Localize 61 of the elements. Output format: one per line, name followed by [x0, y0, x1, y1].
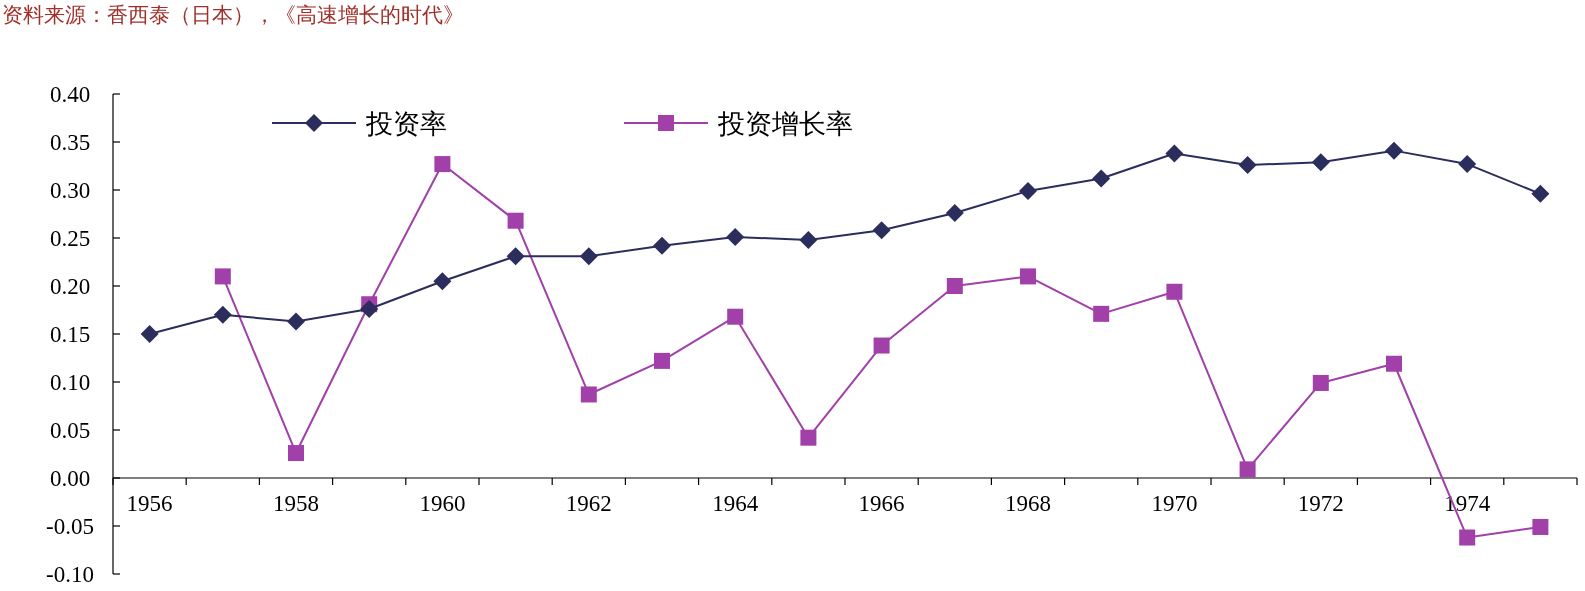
y-tick-label: 0.40 — [49, 82, 91, 107]
text: 资料来源：香西泰（日本），《高速增长的时代》 — [2, 3, 464, 27]
point — [1531, 184, 1550, 203]
point — [1385, 141, 1403, 160]
x-tick-label: 1964 — [712, 491, 759, 516]
point — [1458, 155, 1477, 174]
point — [1239, 461, 1256, 478]
point — [1092, 169, 1111, 188]
point — [727, 308, 744, 325]
point — [580, 386, 597, 403]
x-tick-label: 1966 — [858, 491, 905, 516]
y-tick-label: -0.10 — [46, 562, 94, 587]
y-tick-label: -0.05 — [46, 514, 94, 539]
point — [434, 156, 451, 173]
point — [1459, 529, 1476, 546]
y-tick-label: 0.25 — [49, 226, 91, 251]
point — [579, 247, 598, 266]
point — [654, 352, 670, 369]
point — [800, 429, 817, 446]
point — [433, 272, 452, 291]
point — [1311, 153, 1330, 172]
point — [287, 312, 305, 331]
x-tick-label: 1968 — [1005, 491, 1051, 516]
x-tick-label: 1958 — [273, 491, 319, 516]
point — [873, 337, 890, 354]
point — [872, 221, 891, 240]
point — [140, 325, 159, 343]
x-tick-label: 1956 — [126, 491, 173, 516]
point — [1532, 518, 1549, 535]
point — [1019, 181, 1037, 200]
point — [1386, 355, 1402, 372]
y-tick-label: 0.15 — [49, 322, 91, 347]
x-tick-label: 1972 — [1297, 491, 1344, 516]
point — [653, 236, 671, 255]
point — [946, 278, 963, 294]
point — [1312, 374, 1329, 391]
x-tick-label: 1962 — [565, 491, 612, 516]
point — [506, 247, 525, 266]
y-tick-label: 0.00 — [49, 466, 91, 491]
point — [1238, 156, 1257, 175]
point — [213, 305, 232, 324]
point — [1093, 305, 1110, 322]
point — [507, 212, 524, 229]
y-tick-label: 0.35 — [49, 130, 91, 155]
x-tick-label: 1970 — [1151, 491, 1198, 516]
y-tick-label: 0.30 — [49, 178, 91, 203]
point — [945, 204, 964, 223]
y-tick-label: 0.10 — [49, 370, 91, 395]
point — [288, 445, 304, 462]
y-tick-label: 0.05 — [49, 418, 91, 443]
legend-label: 投资率 — [365, 108, 447, 139]
point — [726, 228, 745, 247]
point — [214, 268, 231, 285]
x-tick-label: 1960 — [419, 491, 466, 516]
point — [360, 300, 379, 319]
legend-label: 投资增长率 — [717, 108, 853, 139]
point — [1020, 268, 1036, 285]
point — [799, 230, 818, 249]
point — [1165, 144, 1184, 163]
point — [1166, 283, 1183, 300]
y-tick-label: 0.20 — [49, 274, 91, 299]
